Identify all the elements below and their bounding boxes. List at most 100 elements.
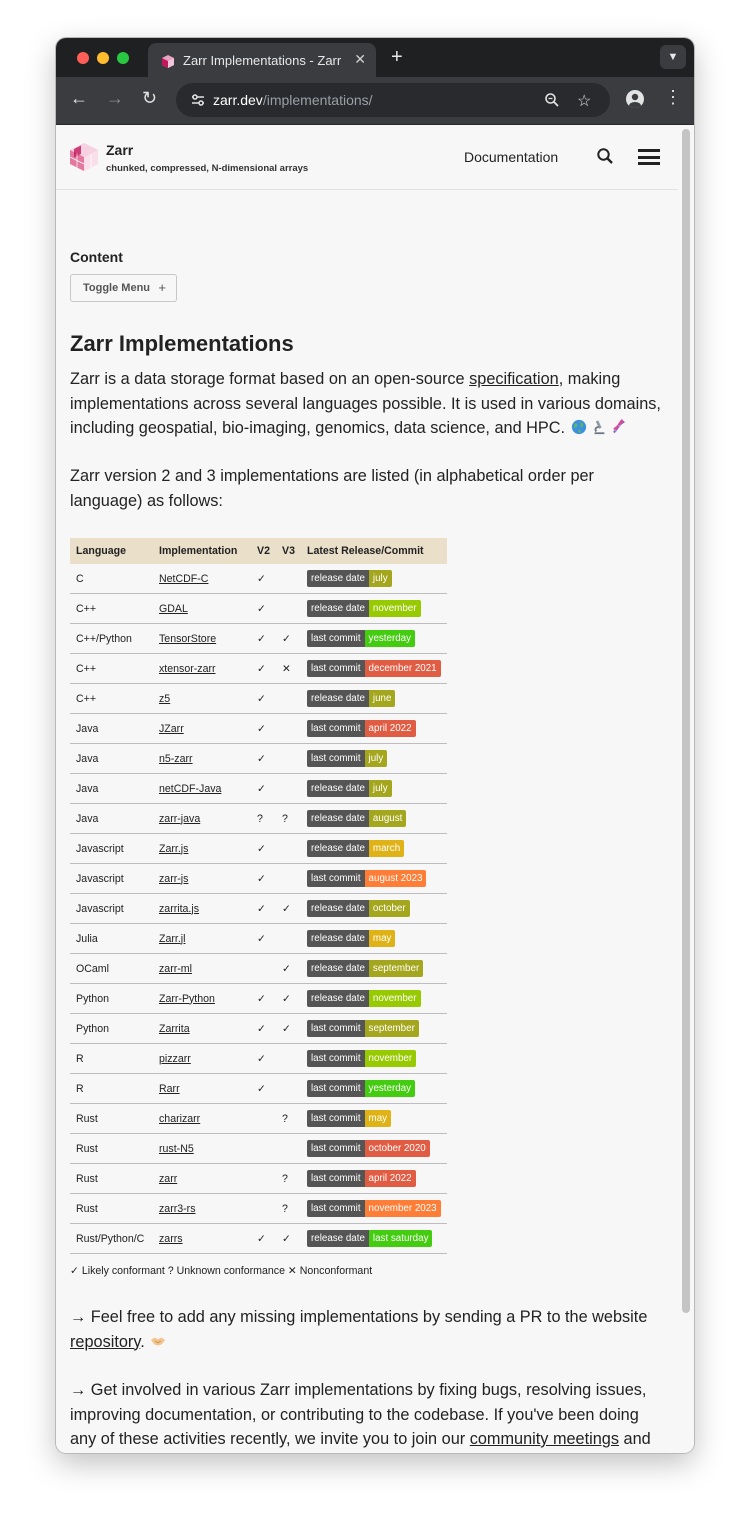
header-implementation: Implementation: [153, 538, 251, 564]
browser-menu-icon[interactable]: ⋮: [664, 87, 682, 107]
release-badge[interactable]: release date august: [307, 810, 407, 827]
cell-v2: ✓: [251, 1013, 276, 1044]
cell-latest-release: release date june: [301, 683, 447, 714]
release-badge[interactable]: release date may: [307, 930, 396, 947]
table-row: R Rarr ✓ last commit yesterday: [70, 1073, 447, 1104]
new-tab-icon[interactable]: +: [391, 46, 403, 68]
implementation-link[interactable]: Rarr: [159, 1082, 180, 1095]
plus-icon: +: [158, 280, 166, 295]
cell-v3: [276, 683, 301, 714]
release-badge[interactable]: last commit august 2023: [307, 870, 427, 887]
implementation-link[interactable]: Zarrita: [159, 1022, 190, 1035]
release-badge[interactable]: last commit november: [307, 1050, 417, 1067]
repository-link[interactable]: repository: [70, 1332, 141, 1351]
implementation-link[interactable]: JZarr: [159, 722, 184, 735]
implementation-link[interactable]: zarr-js: [159, 872, 189, 885]
cell-v3: [276, 773, 301, 804]
community-meetings-link[interactable]: community meetings: [469, 1430, 620, 1448]
implementation-link[interactable]: netCDF-Java: [159, 782, 222, 795]
tab-zarr-implementations[interactable]: Zarr Implementations - Zarr ✕: [148, 43, 376, 77]
release-badge[interactable]: last commit october 2020: [307, 1140, 430, 1157]
implementation-link[interactable]: zarr: [159, 1172, 178, 1185]
release-badge[interactable]: last commit december 2021: [307, 660, 441, 677]
cell-v2: [251, 1133, 276, 1164]
toggle-menu-button[interactable]: Toggle Menu +: [70, 274, 177, 302]
close-tab-icon[interactable]: ✕: [354, 51, 366, 67]
release-badge[interactable]: release date july: [307, 780, 392, 797]
get-involved-paragraph: → Get involved in various Zarr implement…: [70, 1378, 664, 1453]
release-badge[interactable]: last commit april 2022: [307, 1170, 416, 1187]
cell-implementation: zarrita.js: [153, 893, 251, 924]
badge-label: release date: [307, 810, 369, 827]
cell-language: R: [70, 1043, 153, 1074]
badge-label: last commit: [307, 750, 365, 767]
implementation-link[interactable]: xtensor-zarr: [159, 662, 216, 675]
profile-avatar-icon[interactable]: [626, 90, 644, 108]
release-badge[interactable]: release date november: [307, 600, 421, 617]
implementation-link[interactable]: n5-zarr: [159, 752, 193, 765]
forward-arrow-icon[interactable]: →: [106, 88, 124, 108]
cell-v2: ✓: [251, 683, 276, 714]
release-badge[interactable]: last commit september: [307, 1020, 419, 1037]
release-badge[interactable]: release date june: [307, 690, 396, 707]
cell-language: Python: [70, 1013, 153, 1044]
implementation-link[interactable]: Zarr.js: [159, 842, 189, 855]
minimize-window-button[interactable]: [97, 52, 109, 64]
cell-language: R: [70, 1073, 153, 1104]
brand-name[interactable]: Zarr: [106, 142, 134, 158]
nav-documentation-link[interactable]: Documentation: [464, 149, 559, 165]
implementation-link[interactable]: zarrita.js: [159, 902, 200, 915]
implementation-link[interactable]: GDAL: [159, 602, 188, 615]
zoom-icon[interactable]: [544, 92, 560, 108]
specification-link[interactable]: specification: [469, 370, 559, 388]
badge-label: release date: [307, 600, 369, 617]
search-icon[interactable]: [596, 147, 614, 165]
zarr-logo-icon[interactable]: [68, 140, 100, 172]
implementation-link[interactable]: Zarr-Python: [159, 992, 215, 1005]
address-bar[interactable]: zarr.dev/implementations/ ☆: [176, 83, 610, 117]
close-window-button[interactable]: [77, 52, 89, 64]
cell-v2: ✓: [251, 983, 276, 1014]
release-badge[interactable]: release date october: [307, 900, 410, 917]
release-badge[interactable]: release date last saturday: [307, 1230, 433, 1247]
release-badge[interactable]: last commit may: [307, 1110, 392, 1127]
implementation-link[interactable]: TensorStore: [159, 632, 217, 645]
implementation-link[interactable]: zarr-ml: [159, 962, 192, 975]
site-settings-icon[interactable]: [190, 92, 206, 108]
release-badge[interactable]: last commit july: [307, 750, 388, 767]
release-badge[interactable]: release date september: [307, 960, 424, 977]
implementation-link[interactable]: zarr3-rs: [159, 1202, 196, 1215]
implementation-link[interactable]: charizarr: [159, 1112, 201, 1125]
cell-latest-release: last commit july: [301, 743, 447, 774]
release-badge[interactable]: last commit yesterday: [307, 630, 416, 647]
implementation-link[interactable]: zarrs: [159, 1232, 183, 1245]
implementation-link[interactable]: pizzarr: [159, 1052, 191, 1065]
hamburger-menu-icon[interactable]: [638, 149, 660, 165]
cell-v2: ✓: [251, 1043, 276, 1074]
cell-latest-release: last commit october 2020: [301, 1133, 447, 1164]
implementation-link[interactable]: zarr-java: [159, 812, 201, 825]
back-arrow-icon[interactable]: ←: [70, 88, 88, 108]
implementations-table: Language Implementation V2 V3 Latest Rel…: [70, 538, 447, 1254]
cell-language: Java: [70, 773, 153, 804]
release-badge[interactable]: last commit november 2023: [307, 1200, 441, 1217]
implementation-link[interactable]: NetCDF-C: [159, 572, 209, 585]
intro-paragraph-2: Zarr version 2 and 3 implementations are…: [70, 467, 594, 510]
conformance-legend: ✓ Likely conformant ? Unknown conformanc…: [70, 1265, 373, 1277]
implementation-link[interactable]: z5: [159, 692, 171, 705]
cell-language: Javascript: [70, 833, 153, 864]
scrollbar-thumb[interactable]: [682, 129, 690, 1313]
release-badge[interactable]: release date november: [307, 990, 421, 1007]
reload-icon[interactable]: ↻: [142, 88, 158, 108]
bookmark-star-icon[interactable]: ☆: [577, 93, 592, 110]
release-badge[interactable]: release date march: [307, 840, 405, 857]
tab-search-chevron-down-icon[interactable]: ▼: [660, 45, 686, 69]
release-badge[interactable]: last commit april 2022: [307, 720, 416, 737]
release-badge[interactable]: release date july: [307, 570, 392, 587]
badge-label: last commit: [307, 870, 365, 887]
implementation-link[interactable]: rust-N5: [159, 1142, 194, 1155]
maximize-window-button[interactable]: [117, 52, 129, 64]
badge-label: last commit: [307, 1050, 365, 1067]
implementation-link[interactable]: Zarr.jl: [159, 932, 186, 945]
release-badge[interactable]: last commit yesterday: [307, 1080, 416, 1097]
